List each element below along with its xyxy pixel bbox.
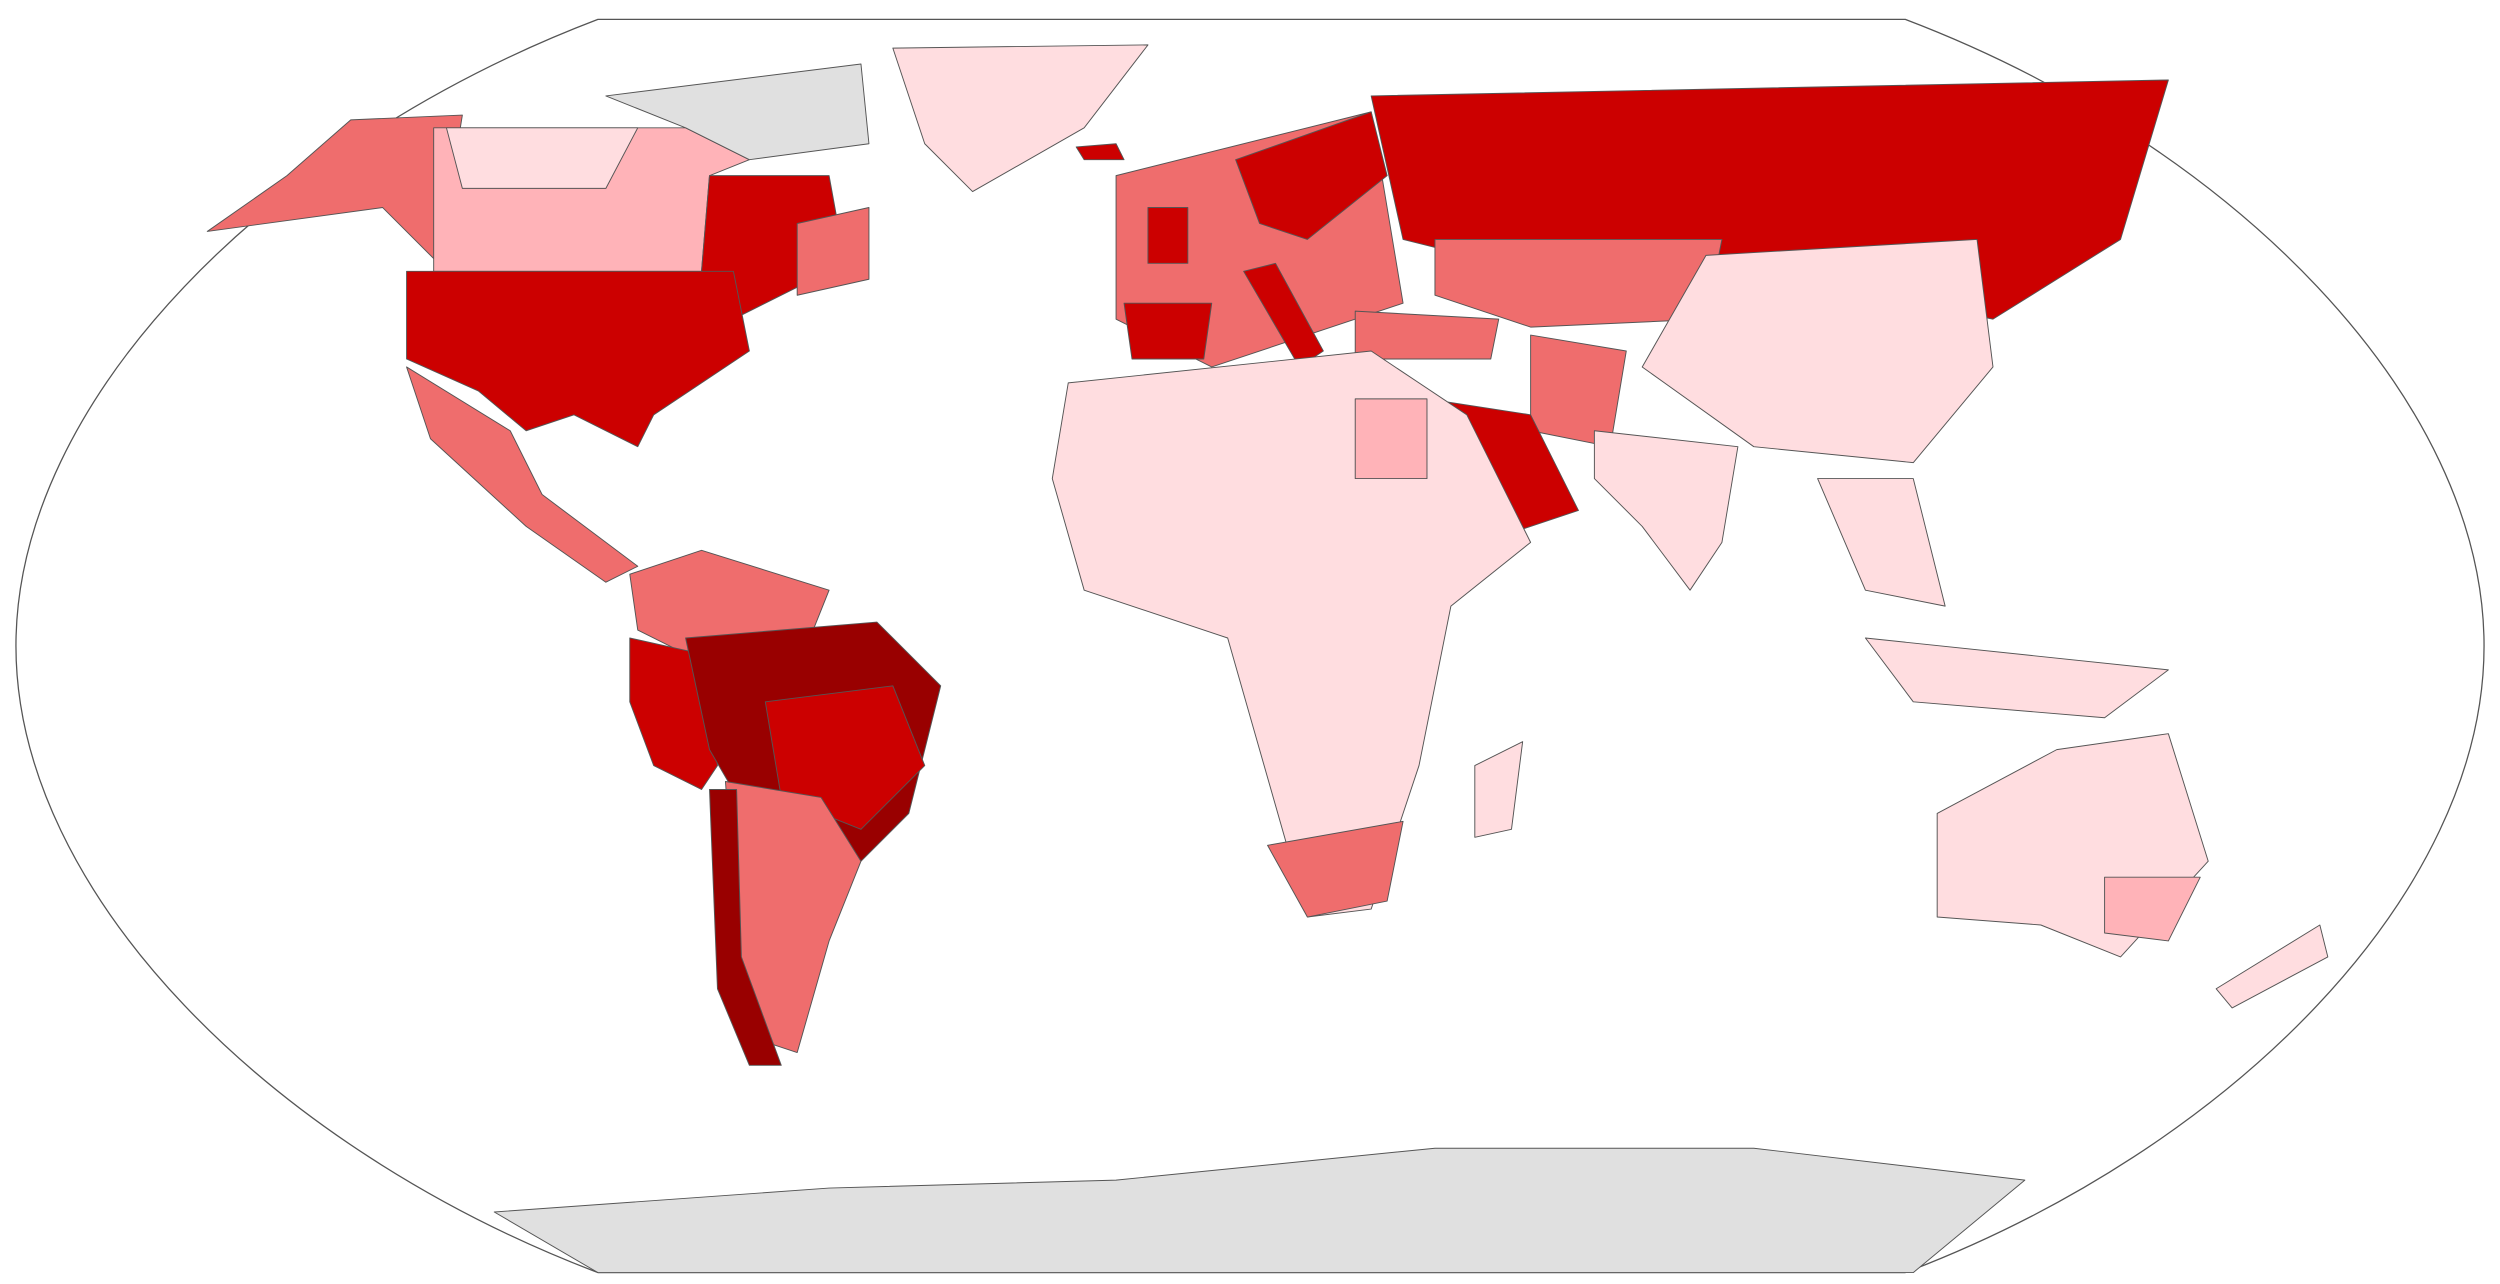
region [1123, 302, 1213, 360]
region [796, 207, 870, 296]
region [709, 789, 782, 1066]
region [1864, 637, 2169, 719]
region [2215, 924, 2329, 1009]
region [1147, 207, 1189, 264]
region [1434, 238, 1723, 328]
region [701, 175, 846, 320]
region [1641, 238, 1994, 464]
region [764, 685, 926, 830]
region [406, 270, 750, 448]
region [1267, 820, 1404, 918]
region [1051, 350, 1532, 918]
region [892, 44, 1149, 193]
region [1474, 741, 1524, 838]
region [1243, 262, 1324, 368]
region [1354, 310, 1500, 360]
region [445, 127, 639, 189]
region [1354, 398, 1428, 480]
region [1593, 430, 1739, 591]
region [406, 366, 639, 583]
region [605, 63, 870, 161]
region [1235, 111, 1388, 240]
region [2104, 876, 2201, 942]
region [1075, 143, 1125, 161]
region [493, 1147, 2026, 1274]
countries [206, 44, 2329, 1274]
region [1817, 478, 1946, 607]
region [1530, 334, 1627, 448]
